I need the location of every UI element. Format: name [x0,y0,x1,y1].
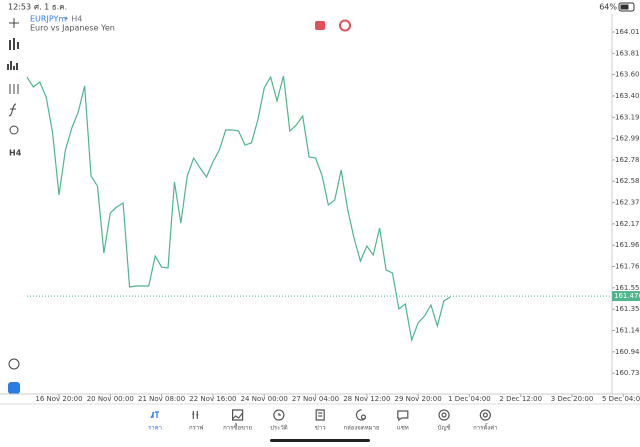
nav-icon[interactable] [315,409,325,421]
y-tick-label: 161.350 [615,305,640,313]
nav-icon[interactable] [479,409,491,421]
objects-tool[interactable] [9,125,19,135]
buy-button[interactable] [339,19,351,32]
nav-label[interactable]: กล่องจดหมาย [343,425,379,432]
indicator-tool[interactable] [9,84,19,94]
function-tool[interactable] [8,103,17,117]
y-tick-label: 161.555 [615,284,640,292]
timeframe[interactable]: • H4 [64,15,82,24]
y-tick-label: 162.580 [615,177,640,185]
nav-icon[interactable] [355,409,367,421]
symbol-name[interactable]: EURJPYm [30,15,66,24]
x-tick-label: 28 Nov 12:00 [343,395,390,403]
y-tick-label: 162.170 [615,220,640,228]
x-tick-label: 20 Nov 00:00 [87,395,134,403]
nav-icon[interactable] [232,409,244,421]
nav-icon[interactable] [438,409,450,421]
nav-icon[interactable] [150,411,159,419]
price-line-series [26,75,451,343]
nav-icon[interactable] [192,411,199,419]
y-tick-label: 160.735 [615,369,640,377]
x-tick-label: 1 Dec 04:00 [448,395,491,403]
nav-label[interactable]: การตั้งค่า [473,422,497,432]
y-tick-label: 161.965 [615,241,640,249]
nav-label[interactable]: แชท [397,425,409,432]
y-tick-label: 163.810 [615,49,640,57]
status-date: ศ. 1 ธ.ค. [34,3,67,12]
y-tick-label: 162.375 [615,199,640,207]
x-tick-label: 21 Nov 08:00 [138,395,185,403]
chart-type-tool[interactable] [9,38,19,50]
y-tick-label: 164.015 [615,28,640,36]
nav-icon[interactable] [273,409,285,421]
y-tick-label: 160.940 [615,348,640,356]
nav-icon[interactable] [397,410,409,422]
home-indicator [270,439,370,442]
timeframe-button[interactable]: H4 [9,149,22,158]
y-tick-label: 163.605 [615,71,640,79]
y-tick-label: 163.400 [615,92,640,100]
y-tick-label: 162.785 [615,156,640,164]
x-tick-label: 24 Nov 00:00 [241,395,288,403]
nav-label[interactable]: กราฟ [189,425,203,432]
current-price-label: 161.476 [614,292,640,300]
nav-label[interactable]: ประวัติ [270,425,288,432]
y-tick-label: 161.760 [615,263,640,271]
search-tool[interactable] [8,358,20,370]
x-tick-label: 16 Nov 20:00 [35,395,82,403]
nav-label[interactable]: บัญชี [438,424,451,432]
app-logo[interactable] [8,382,20,394]
battery-level [620,4,629,10]
crosshair-tool[interactable] [9,18,19,28]
nav-label[interactable]: การซื้อขาย [223,422,252,432]
y-tick-label: 163.195 [615,113,640,121]
battery-text: 64% [599,3,617,12]
status-time: 12:53 [8,3,31,12]
x-tick-label: 29 Nov 20:00 [395,395,442,403]
nav-label[interactable]: ราคา [148,425,162,432]
toolbar [7,18,20,370]
battery-icon [618,2,635,12]
x-tick-label: 27 Nov 04:00 [292,395,339,403]
sell-button[interactable] [315,21,325,30]
x-tick-label: 2 Dec 12:00 [499,395,542,403]
nav-label[interactable]: ข่าว [315,425,326,432]
y-tick-label: 161.145 [615,326,640,334]
symbol-description: Euro vs Japanese Yen [30,24,115,33]
volume-tool[interactable] [7,61,18,70]
x-tick-label: 22 Nov 16:00 [189,395,236,403]
current-price-box [612,291,640,302]
x-tick-label: 5 Dec 04:00 [602,395,640,403]
x-tick-label: 3 Dec 20:00 [551,395,594,403]
y-tick-label: 162.990 [615,135,640,143]
